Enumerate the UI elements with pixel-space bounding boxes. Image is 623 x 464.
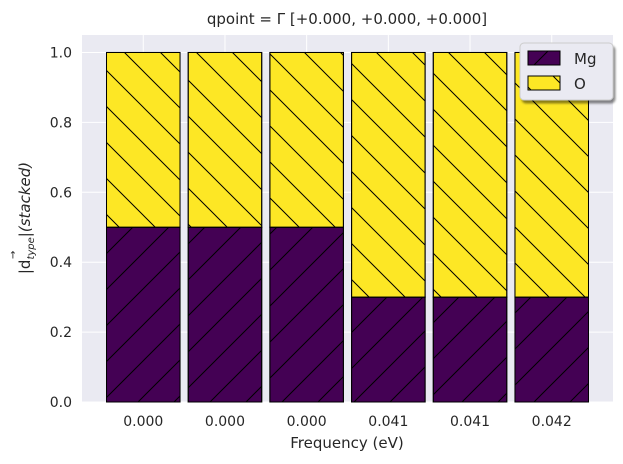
bar-mg-1-hatch	[187, 226, 263, 403]
y-axis-label-rest: |(stacked)	[16, 162, 34, 237]
x-tick-label: 0.000	[123, 414, 163, 430]
legend: Mg O	[519, 42, 614, 101]
y-tick-label: 0.2	[50, 325, 72, 341]
svg-text:|dtype|(stacked): |dtype|(stacked)	[16, 162, 37, 274]
y-tick-labels: 0.0 0.2 0.4 0.6 0.8 1.0	[50, 45, 72, 411]
y-tick-label: 1.0	[50, 45, 72, 61]
bar-mg-3-hatch	[351, 296, 426, 403]
bar-mg-0-hatch	[106, 226, 181, 403]
y-tick-label: 0.6	[50, 185, 72, 201]
x-tick-label: 0.042	[532, 414, 572, 430]
chart-title: qpoint = Γ [+0.000, +0.000, +0.000]	[207, 10, 487, 28]
y-tick-label: 0.4	[50, 255, 72, 271]
x-axis-label: Frequency (eV)	[290, 434, 403, 452]
y-axis-label-sub: type	[26, 237, 37, 259]
bar-o-2-hatch	[269, 51, 344, 228]
x-tick-label: 0.041	[368, 414, 408, 430]
y-tick-label: 0.0	[50, 395, 72, 411]
bars	[106, 51, 589, 403]
x-tick-label: 0.000	[205, 414, 245, 430]
vector-arrow: →	[8, 251, 19, 259]
bar-o-1-hatch	[187, 51, 263, 228]
bar-mg-2-hatch	[269, 226, 344, 403]
y-tick-label: 0.8	[50, 115, 72, 131]
x-tick-label: 0.041	[450, 414, 490, 430]
legend-label-o: O	[574, 75, 586, 93]
bar-o-0-hatch	[106, 51, 181, 228]
legend-swatch-mg-hatch	[527, 50, 561, 66]
x-tick-label: 0.000	[287, 414, 327, 430]
legend-label-mg: Mg	[574, 50, 596, 68]
x-tick-labels: 0.000 0.000 0.000 0.041 0.041 0.042	[123, 414, 572, 430]
bar-mg-5-hatch	[514, 296, 589, 403]
y-axis-label: |dtype|(stacked) →	[8, 162, 37, 274]
bar-mg-4-hatch	[432, 296, 508, 403]
legend-swatch-o-hatch	[527, 75, 561, 91]
y-axis-label-main: |d	[16, 260, 34, 275]
bar-o-4-hatch	[432, 51, 508, 298]
bar-o-3-hatch	[351, 51, 426, 298]
